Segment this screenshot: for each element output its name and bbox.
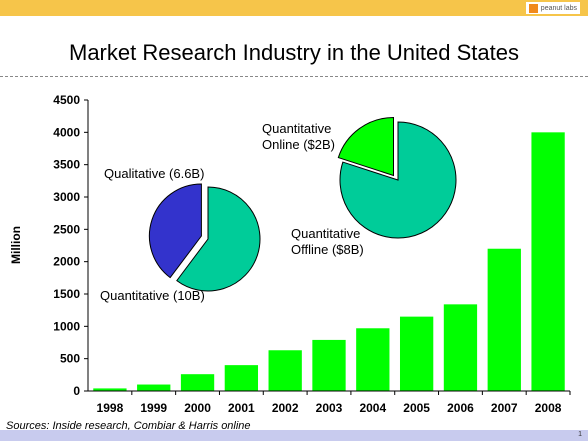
page-number: 1	[578, 431, 582, 438]
x-tick-label: 2005	[403, 401, 430, 415]
header-bar: peanut labs	[0, 0, 588, 16]
logo-icon	[528, 3, 538, 13]
x-tick-label: 2008	[535, 401, 562, 415]
pie-right-label-offline: Quantitative Offline ($8B)	[291, 226, 364, 257]
bar-2005	[399, 316, 434, 391]
pie-left-slice-main	[176, 186, 261, 292]
logo: peanut labs	[525, 2, 580, 14]
y-tick-label: 4000	[53, 125, 80, 139]
bar-2003	[312, 339, 346, 391]
x-tick-label: 2003	[316, 401, 343, 415]
bar-2007	[487, 248, 521, 391]
title-divider	[0, 76, 588, 77]
y-tick-label: 2500	[53, 222, 80, 236]
pie-left-slice-exploded	[148, 183, 202, 279]
pie-right-slice-main	[339, 121, 457, 239]
bar-1999	[137, 384, 171, 391]
x-tick-label: 2007	[491, 401, 518, 415]
bar-2006	[443, 304, 478, 391]
footer-bar	[0, 430, 588, 441]
bar-1998	[93, 388, 127, 391]
x-tick-label: 2006	[447, 401, 474, 415]
bar-2004	[356, 328, 390, 391]
x-tick-label: 1999	[140, 401, 167, 415]
y-tick-label: 0	[73, 384, 80, 398]
pie-left-label-quantitative: Quantitative (10B)	[100, 288, 205, 303]
y-tick-label: 500	[60, 352, 80, 366]
y-axis-title: Million	[9, 226, 23, 264]
bar-2002	[268, 350, 302, 391]
pie-right-slice-exploded	[337, 116, 394, 177]
x-tick-label: 2000	[184, 401, 211, 415]
slide-title: Market Research Industry in the United S…	[69, 40, 519, 65]
y-tick-label: 1500	[53, 287, 80, 301]
logo-text: peanut labs	[540, 4, 577, 12]
x-tick-label: 2002	[272, 401, 299, 415]
x-tick-label: 1998	[97, 401, 124, 415]
pie-right-label-online: Quantitative Online ($2B)	[262, 121, 335, 152]
x-tick-label: 2004	[359, 401, 386, 415]
y-tick-label: 4500	[53, 93, 80, 107]
bar-2008	[531, 132, 565, 392]
bar-2000	[180, 374, 215, 391]
y-tick-label: 3500	[53, 158, 80, 172]
x-tick-label: 2001	[228, 401, 255, 415]
y-tick-label: 3000	[53, 190, 80, 204]
y-tick-label: 1000	[53, 319, 80, 333]
pie-left-label-qualitative: Qualitative (6.6B)	[104, 166, 204, 181]
y-tick-label: 2000	[53, 255, 80, 269]
bar-2001	[224, 365, 259, 391]
sources-note: Sources: Inside research, Combiar & Harr…	[6, 420, 251, 432]
